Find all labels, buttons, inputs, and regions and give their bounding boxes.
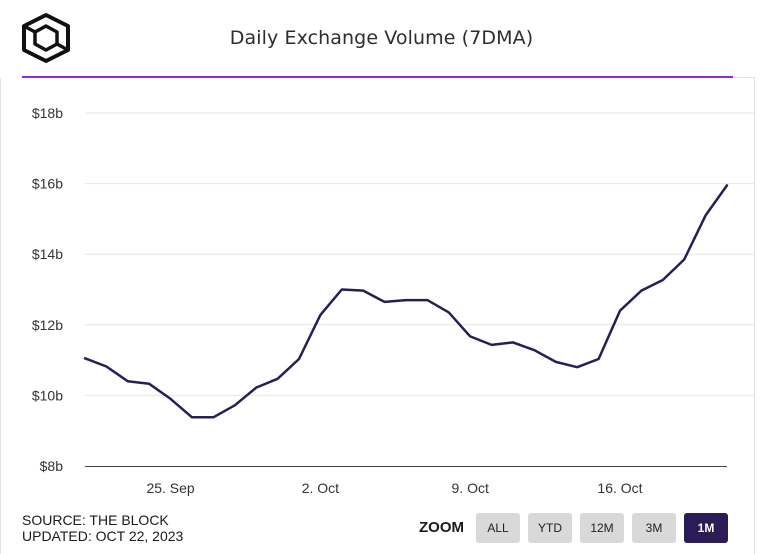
the-block-logo-icon — [22, 13, 70, 63]
frame-border-top — [733, 77, 755, 78]
header-divider — [22, 76, 733, 78]
zoom-all-button[interactable]: ALL — [476, 513, 520, 543]
frame-border-left — [0, 78, 1, 554]
zoom-ytd-button[interactable]: YTD — [528, 513, 572, 543]
updated-text: UPDATED: OCT 22, 2023 — [22, 528, 184, 544]
x-tick-label: 2. Oct — [302, 480, 339, 496]
footer-info: SOURCE: THE BLOCK UPDATED: OCT 22, 2023 — [22, 512, 183, 544]
chart-title: Daily Exchange Volume (7DMA) — [229, 27, 534, 49]
zoom-3m-button[interactable]: 3M — [632, 513, 676, 543]
y-tick-label: $12b — [32, 317, 63, 333]
x-tick-label: 25. Sep — [146, 480, 194, 496]
zoom-1m-button[interactable]: 1M — [684, 513, 728, 543]
y-tick-label: $8b — [40, 458, 64, 474]
x-tick-label: 16. Oct — [597, 480, 642, 496]
y-tick-label: $10b — [32, 387, 63, 403]
zoom-label: ZOOM — [419, 519, 464, 536]
y-tick-label: $16b — [32, 176, 63, 192]
y-tick-label: $14b — [32, 246, 63, 262]
series-line — [83, 184, 729, 419]
zoom-12m-button[interactable]: 12M — [580, 513, 624, 543]
frame-border-right — [754, 78, 755, 554]
source-text: SOURCE: THE BLOCK — [22, 512, 169, 528]
x-tick-label: 9. Oct — [452, 480, 489, 496]
y-tick-label: $18b — [32, 105, 63, 121]
